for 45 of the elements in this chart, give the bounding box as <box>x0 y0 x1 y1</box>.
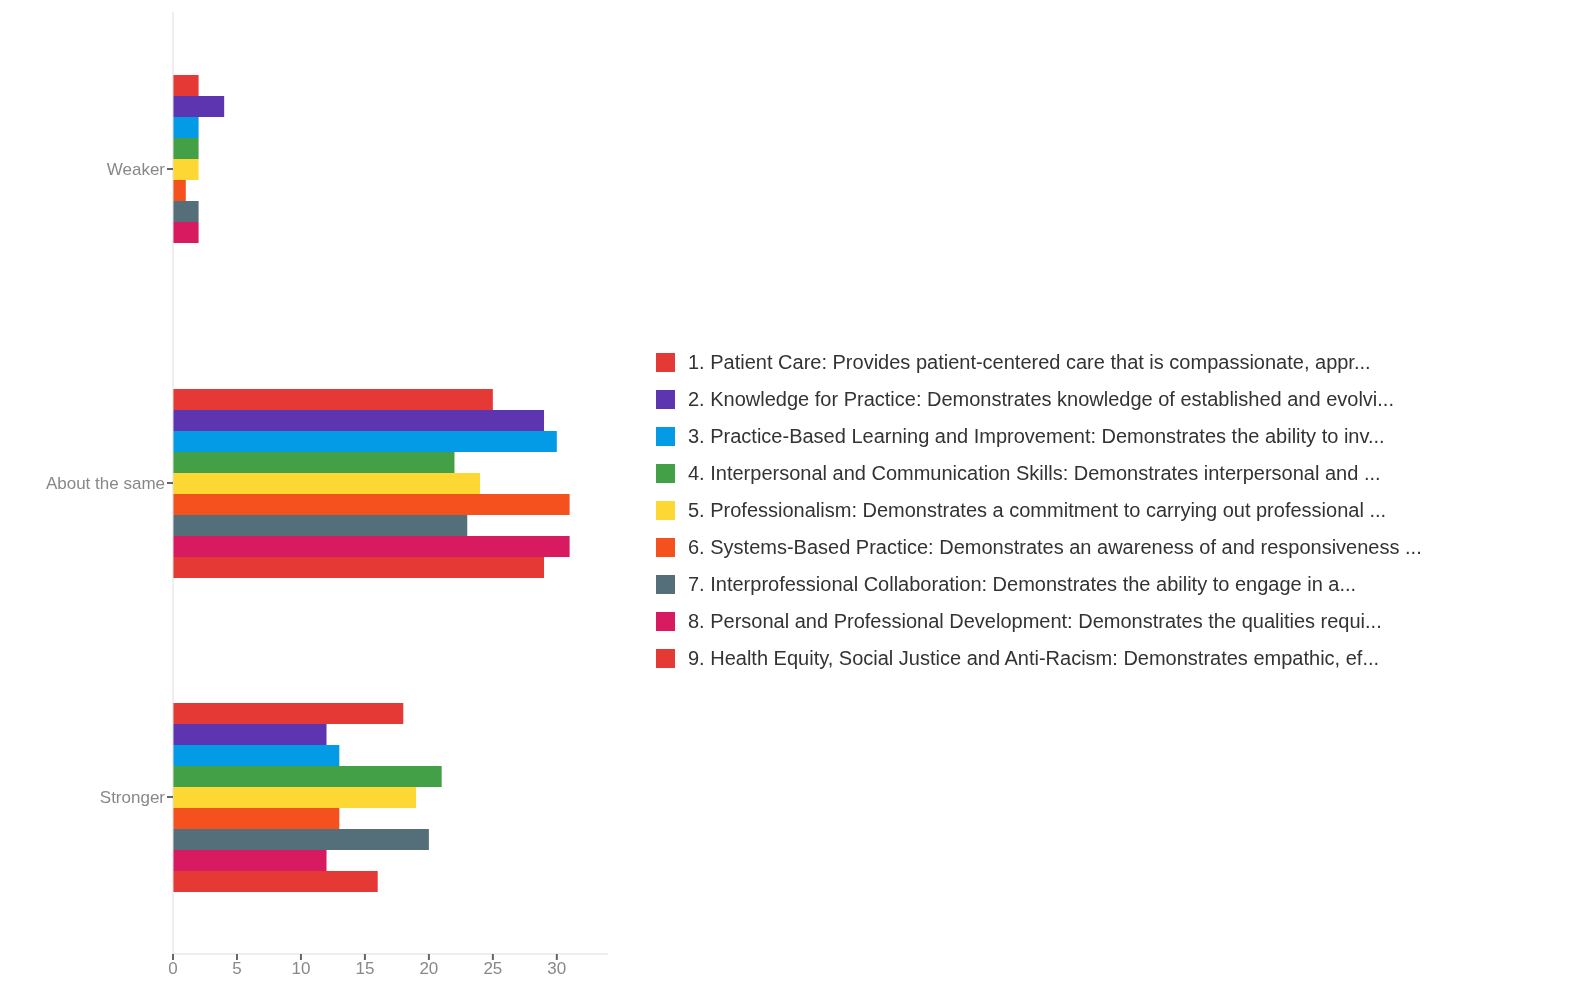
bar <box>173 850 327 871</box>
bar <box>173 180 186 201</box>
x-tick-label: 5 <box>232 959 242 979</box>
bar <box>173 473 481 494</box>
bar <box>173 745 340 766</box>
bar <box>173 536 570 557</box>
bar <box>173 557 545 578</box>
bar <box>173 389 493 410</box>
y-tick-label: Weaker <box>106 160 166 180</box>
bar <box>173 494 570 515</box>
legend-label: 2. Knowledge for Practice: Demonstrates knowledge of established and evolvi... <box>688 388 1394 411</box>
legend-label: 9. Health Equity, Social Justice and Anti-Racism: Demonstrates empathic, ef... <box>688 647 1380 670</box>
bar <box>173 871 378 892</box>
x-tick-label: 0 <box>168 959 178 979</box>
bar <box>173 117 199 138</box>
x-tick-label: 10 <box>291 959 311 979</box>
legend-label: 7. Interprofessional Collaboration: Demonstrates the ability to engage in a... <box>688 573 1357 596</box>
x-tick-label: 25 <box>483 959 503 979</box>
bar <box>173 724 327 745</box>
bar <box>173 138 199 159</box>
bar <box>173 96 225 117</box>
bar <box>173 829 429 850</box>
legend-label: 8. Personal and Professional Development: Demonstrates the qualities requi... <box>688 610 1382 633</box>
bar <box>173 703 404 724</box>
y-tick-label: Stronger <box>99 788 166 808</box>
bar <box>173 75 199 96</box>
bar <box>173 222 199 243</box>
bar <box>173 452 455 473</box>
x-tick-label: 30 <box>547 959 567 979</box>
x-tick-label: 15 <box>355 959 375 979</box>
bar <box>173 787 417 808</box>
x-tick-label: 20 <box>419 959 439 979</box>
bar <box>173 431 557 452</box>
legend-label: 3. Practice-Based Learning and Improvement: Demonstrates the ability to inv... <box>688 425 1385 448</box>
y-tick-label: About the same <box>45 474 165 494</box>
bar <box>173 410 545 431</box>
legend-label: 4. Interpersonal and Communication Skills: Demonstrates interpersonal and ... <box>688 462 1381 485</box>
bar <box>173 159 199 180</box>
bar <box>173 201 199 222</box>
bar <box>173 766 442 787</box>
bar <box>173 515 468 536</box>
legend-label: 6. Systems-Based Practice: Demonstrates an awareness of and responsiveness ... <box>688 536 1422 559</box>
legend-label: 5. Professionalism: Demonstrates a commitment to carrying out professional ... <box>688 499 1387 522</box>
bar <box>173 808 340 829</box>
legend-label: 1. Patient Care: Provides patient-centered care that is compassionate, appr... <box>688 351 1371 374</box>
